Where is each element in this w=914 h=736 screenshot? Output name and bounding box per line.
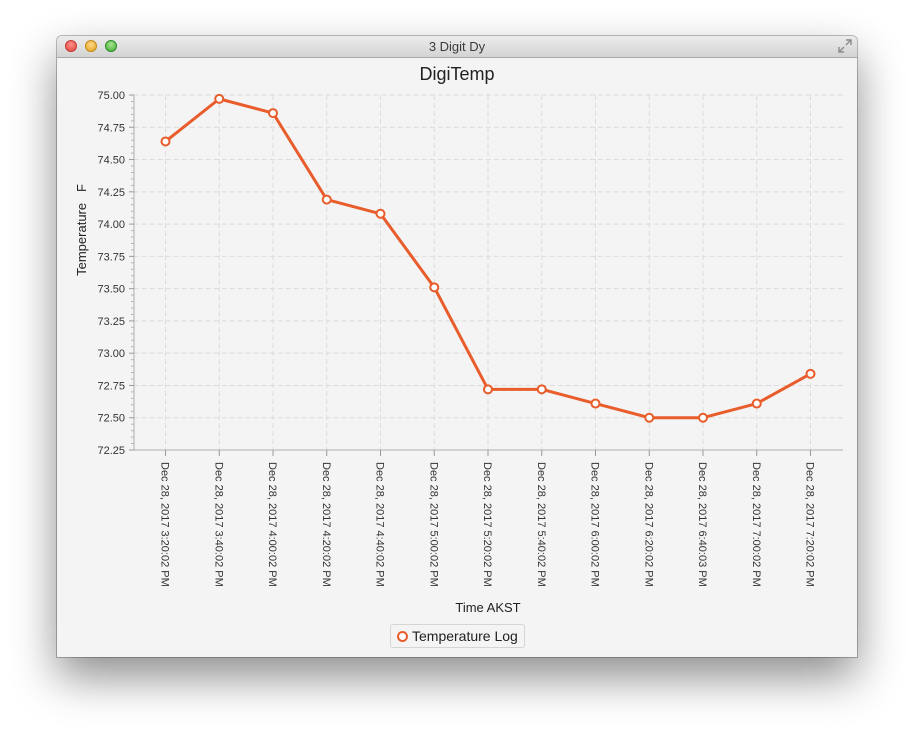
x-tick-label: Dec 28, 2017 7:00:02 PM bbox=[750, 462, 762, 587]
y-tick-label: 72.75 bbox=[97, 380, 125, 392]
y-tick-label: 75.00 bbox=[97, 90, 125, 102]
legend-label: Temperature Log bbox=[412, 628, 518, 644]
data-point[interactable] bbox=[483, 384, 493, 395]
x-tick-label: Dec 28, 2017 6:40:03 PM bbox=[696, 462, 708, 587]
data-point[interactable] bbox=[429, 282, 440, 293]
data-point[interactable] bbox=[214, 93, 225, 104]
x-tick-label: Dec 28, 2017 4:00:02 PM bbox=[266, 462, 278, 587]
y-tick-label: 74.75 bbox=[97, 122, 125, 134]
y-axis-ticks: 72.25 72.50 72.75 73.00 73.25 73.50 73.75 74.00… bbox=[97, 90, 134, 457]
y-tick-label: 74.00 bbox=[97, 219, 125, 231]
chart-title: DigiTemp bbox=[419, 64, 494, 84]
y-tick-label: 72.50 bbox=[97, 413, 125, 425]
data-point[interactable] bbox=[590, 398, 601, 409]
y-tick-label: 73.75 bbox=[97, 251, 125, 263]
data-point[interactable] bbox=[805, 368, 816, 379]
title-bar[interactable]: 3 Digit Dy bbox=[57, 36, 857, 58]
zoom-window-button[interactable] bbox=[105, 40, 117, 52]
y-tick-label: 74.25 bbox=[97, 187, 125, 199]
chart-legend: Temperature Log bbox=[390, 624, 525, 648]
x-axis-label: Time AKST bbox=[455, 600, 520, 615]
y-tick-label: 73.50 bbox=[97, 284, 125, 296]
data-point[interactable] bbox=[268, 108, 278, 119]
x-tick-label: Dec 28, 2017 7:20:02 PM bbox=[804, 462, 816, 587]
data-point[interactable] bbox=[698, 412, 708, 423]
x-tick-label: Dec 28, 2017 4:40:02 PM bbox=[374, 462, 386, 587]
app-window: 3 Digit Dy DigiTemp 72.25 72.50 72.75 73.00… bbox=[57, 36, 857, 657]
data-point[interactable] bbox=[375, 208, 386, 219]
x-tick-label: Dec 28, 2017 3:20:02 PM bbox=[159, 462, 171, 587]
line-chart: DigiTemp 72.2572.5072.7573.0073.2573.507… bbox=[74, 64, 843, 615]
legend-circle-icon bbox=[397, 630, 408, 642]
x-tick-label: Dec 28, 2017 5:00:02 PM bbox=[427, 462, 439, 587]
x-tick-label: Dec 28, 2017 6:20:02 PM bbox=[642, 462, 654, 587]
window-title: 3 Digit Dy bbox=[428, 39, 486, 54]
data-point[interactable] bbox=[536, 384, 547, 395]
x-tick-label: Dec 28, 2017 5:40:02 PM bbox=[535, 462, 547, 587]
data-point[interactable] bbox=[160, 136, 171, 147]
x-tick-label: Dec 28, 2017 6:00:02 PM bbox=[589, 462, 601, 587]
data-point[interactable] bbox=[644, 412, 655, 423]
y-axis-label: Temperature F bbox=[74, 184, 89, 276]
data-point[interactable] bbox=[321, 194, 332, 205]
fullscreen-icon[interactable] bbox=[838, 39, 852, 53]
y-tick-label: 72.25 bbox=[97, 445, 125, 457]
x-tick-label: Dec 28, 2017 3:40:02 PM bbox=[212, 462, 224, 587]
close-window-button[interactable] bbox=[65, 40, 77, 52]
y-tick-label: 73.25 bbox=[97, 316, 125, 328]
x-axis-ticks: Dec 28, 2017 3:20:02 PM Dec 28, 2017 3:40… bbox=[159, 450, 816, 587]
minimize-window-button[interactable] bbox=[85, 40, 97, 52]
plot-series bbox=[160, 93, 816, 423]
y-tick-label: 74.50 bbox=[97, 155, 125, 167]
plot-grid bbox=[134, 94, 843, 451]
x-tick-label: Dec 28, 2017 5:20:02 PM bbox=[481, 462, 493, 587]
x-tick-label: Dec 28, 2017 4:20:02 PM bbox=[320, 462, 332, 587]
y-tick-label: 73.00 bbox=[97, 348, 125, 360]
data-point[interactable] bbox=[751, 398, 762, 409]
